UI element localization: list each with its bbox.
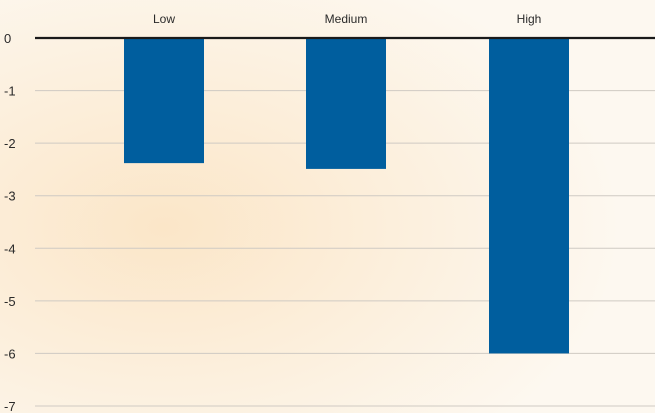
y-axis-ticks: 0 -1 -2 -3 -4 -5 -6 -7 (4, 31, 16, 414)
y-tick-label: -5 (4, 294, 16, 309)
y-tick-label: -2 (4, 136, 16, 151)
y-tick-label: 0 (4, 31, 11, 46)
x-axis-ticks: Low Medium High (153, 12, 541, 26)
y-tick-label: -7 (4, 399, 16, 413)
y-tick-label: -6 (4, 346, 16, 361)
x-tick-label: Medium (325, 12, 368, 26)
bar (124, 38, 204, 164)
x-tick-label: Low (153, 12, 175, 26)
bar (306, 38, 386, 169)
y-tick-label: -3 (4, 189, 16, 204)
y-tick-label: -4 (4, 241, 16, 256)
bars (124, 38, 569, 354)
bar (489, 38, 569, 354)
y-tick-label: -1 (4, 84, 16, 99)
x-tick-label: High (517, 12, 542, 26)
